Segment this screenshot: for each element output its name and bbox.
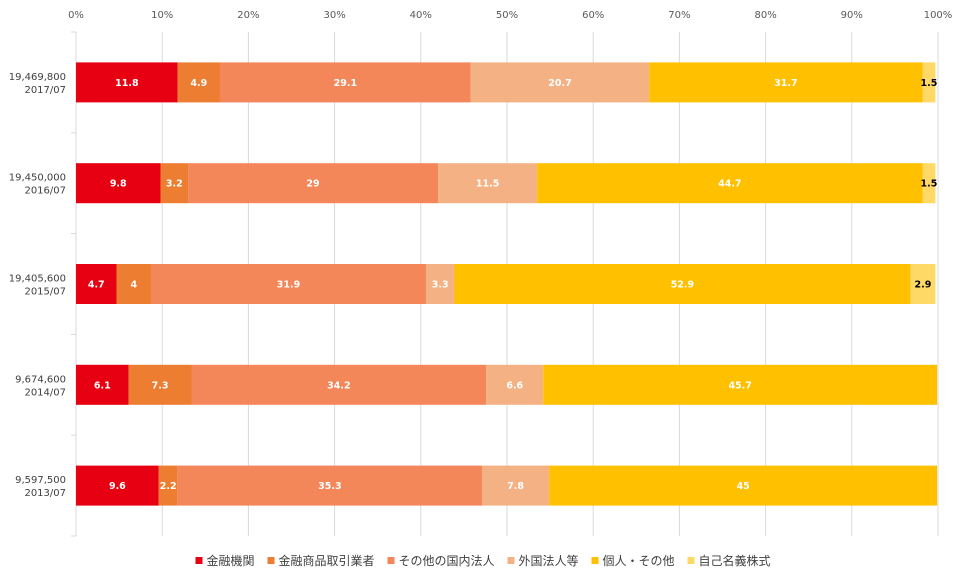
data-label: 3.3 [432, 280, 449, 291]
data-label: 35.3 [318, 481, 341, 492]
data-label: 11.5 [476, 179, 499, 190]
data-label: 7.3 [152, 380, 169, 391]
legend-label: その他の国内法人 [399, 554, 495, 568]
data-label: 34.2 [327, 380, 350, 391]
data-label: 44.7 [718, 179, 741, 190]
category-label: 19,450,000 [9, 173, 66, 184]
data-label: 4 [130, 280, 137, 291]
x-tick-label: 100% [924, 10, 953, 21]
legend-swatch [387, 557, 395, 564]
x-tick-label: 70% [668, 10, 690, 21]
legend-swatch [195, 557, 203, 564]
bar-segment [177, 62, 220, 103]
legend-label: 自己名義株式 [699, 553, 771, 568]
bar-segment [188, 163, 439, 204]
legend-swatch [507, 557, 515, 564]
bar-segment [150, 264, 426, 304]
bar-segment [128, 364, 192, 405]
bar-segment [76, 465, 159, 506]
legend-label: 金融機関 [207, 553, 255, 568]
data-label: 20.7 [548, 78, 571, 89]
data-label: 11.8 [115, 78, 139, 89]
category-label: 2013/07 [24, 488, 66, 499]
bar-segment [219, 62, 471, 103]
legend-label: 金融商品取引業者 [279, 553, 375, 568]
legend-swatch [591, 557, 599, 564]
bar-segment [543, 364, 938, 405]
x-tick-label: 30% [323, 10, 345, 21]
data-label: 7.8 [507, 481, 524, 492]
y-axis [71, 31, 77, 537]
category-label: 19,469,800 [9, 72, 66, 83]
category-label: 2015/07 [24, 287, 66, 298]
bar-segment [482, 465, 550, 506]
x-tick-label: 20% [237, 10, 259, 21]
category-label: 9,597,500 [15, 475, 66, 486]
data-label: 45 [737, 481, 750, 492]
data-label: 1.5 [921, 78, 938, 89]
bar-segment [470, 62, 650, 103]
bars [76, 62, 938, 506]
data-label: 29 [306, 179, 319, 190]
data-label: 29.1 [334, 78, 357, 89]
bar-segment [76, 264, 117, 304]
bar-segment [438, 163, 538, 204]
category-label: 2016/07 [24, 186, 66, 197]
data-label: 2.2 [160, 481, 177, 492]
category-label: 2014/07 [24, 387, 66, 398]
bar-segment [76, 364, 129, 405]
legend-swatch [687, 557, 695, 564]
bar-segment [76, 163, 161, 204]
bar-segment [116, 264, 151, 304]
legend-label: 個人・その他 [603, 554, 675, 568]
bar-segment [549, 465, 938, 506]
bar-segment [191, 364, 487, 405]
x-tick-label: 90% [841, 10, 863, 21]
data-label: 31.9 [277, 280, 300, 291]
x-tick-label: 10% [151, 10, 173, 21]
category-labels: 19,469,800 2017/07 19,450,000 2016/07 19,405… [9, 72, 66, 499]
x-tick-label: 40% [410, 10, 432, 21]
data-label: 1.5 [921, 179, 938, 190]
x-tick-label: 50% [496, 10, 518, 21]
data-label: 52.9 [671, 280, 694, 291]
data-label: 31.7 [774, 78, 797, 89]
x-tick-label: 80% [754, 10, 776, 21]
data-label: 3.2 [166, 179, 183, 190]
x-tick-label: 0% [68, 10, 84, 21]
bar-segment [486, 364, 544, 405]
data-label: 6.1 [94, 380, 111, 391]
bar-segment [454, 264, 911, 304]
bar-segment [76, 62, 178, 103]
legend-swatch [267, 557, 275, 564]
data-label: 45.7 [728, 380, 751, 391]
category-label: 2017/07 [24, 85, 66, 96]
bar-segment [910, 264, 936, 304]
bar-segment [425, 264, 455, 304]
bar-segment [922, 62, 936, 103]
x-tick-label: 60% [582, 10, 604, 21]
data-label: 9.6 [109, 481, 126, 492]
legend: 金融機関 金融商品取引業者 その他の国内法人 外国法人等 個人・その他 自己名義株式 [195, 553, 771, 568]
legend-label: 外国法人等 [519, 554, 579, 568]
category-label: 19,405,600 [9, 274, 66, 285]
bar-segment [158, 465, 178, 506]
data-label: 2.9 [914, 280, 931, 291]
data-label: 9.8 [110, 179, 127, 190]
bar-segment [177, 465, 483, 506]
bar-segment [537, 163, 923, 204]
bar-segment [160, 163, 189, 204]
x-axis-ticks: 0% 10% 20% 30% 40% 50% 60% 70% 80% 90% 100% [68, 10, 952, 21]
data-label: 4.7 [88, 280, 105, 291]
data-label: 6.6 [506, 380, 523, 391]
bar-segment [922, 163, 936, 204]
data-labels: 11.8 4.9 29.1 20.7 31.7 1.59.8 3.2 29 11.5 44.7 1.… [88, 78, 938, 492]
category-label: 9,674,600 [15, 374, 66, 385]
data-label: 4.9 [190, 78, 207, 89]
bar-segment [649, 62, 923, 103]
